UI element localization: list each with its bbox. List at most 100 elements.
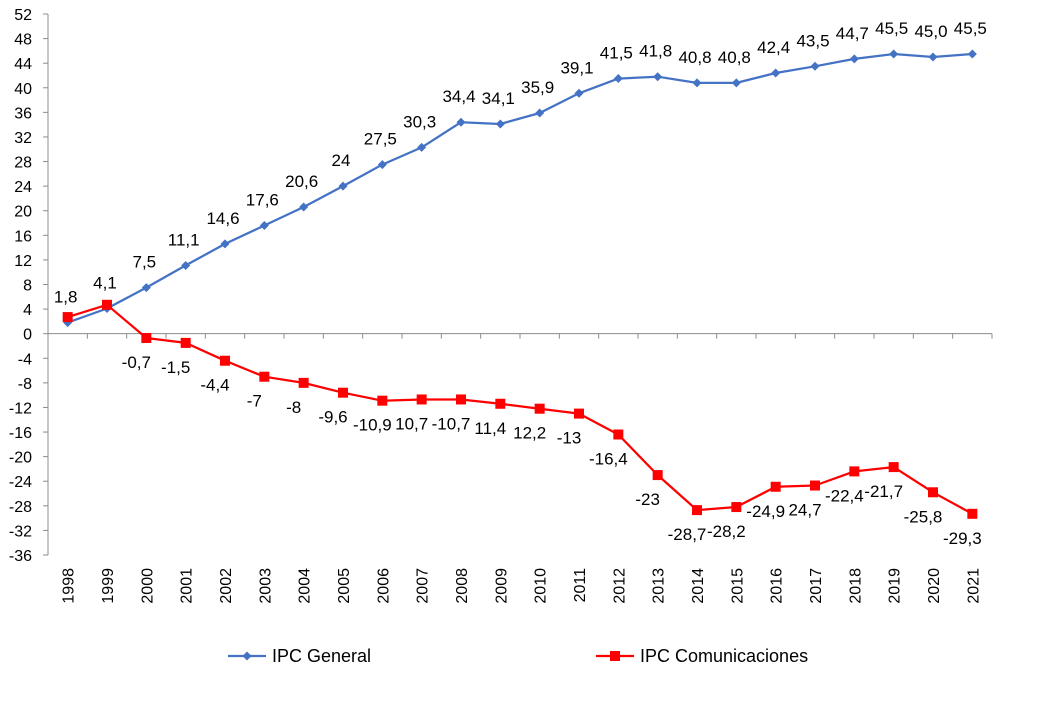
legend-marker	[610, 651, 620, 661]
data-point-marker	[810, 480, 820, 491]
data-label: 34,4	[442, 87, 475, 106]
data-label: -8	[286, 398, 301, 417]
x-tick-label: 2021	[965, 568, 982, 604]
y-tick-label: 4	[23, 302, 32, 319]
data-point-marker	[770, 481, 781, 492]
y-tick-label: 0	[23, 327, 32, 344]
data-point-marker	[849, 466, 860, 477]
data-point-marker	[888, 462, 899, 473]
data-point-marker	[220, 239, 230, 249]
data-label: 40,8	[718, 48, 751, 67]
data-label: 24,7	[788, 501, 821, 520]
legend-marker	[242, 651, 252, 661]
y-tick-label: -20	[9, 450, 32, 467]
y-tick-label: 40	[14, 81, 32, 98]
data-point-marker	[259, 220, 269, 230]
data-label: 45,5	[875, 19, 908, 38]
y-tick-label: 52	[14, 7, 32, 24]
data-point-marker	[141, 283, 151, 293]
data-point-marker	[456, 117, 466, 127]
y-tick-label: -28	[9, 499, 32, 516]
data-point-marker	[62, 312, 73, 323]
data-label: 24	[332, 151, 351, 170]
y-tick-label: 8	[23, 278, 32, 295]
data-point-marker	[574, 88, 584, 98]
data-label: 10,7	[395, 414, 428, 433]
x-tick-label: 2018	[847, 568, 864, 604]
x-tick-label: 2016	[769, 568, 786, 604]
data-point-marker	[495, 119, 505, 129]
data-label: -21,7	[864, 482, 903, 501]
data-label: 45,5	[954, 19, 987, 38]
axes: -36-32-28-24-20-16-12-8-4048121620242832…	[9, 7, 993, 604]
data-label: -16,4	[589, 450, 628, 469]
y-tick-label: 36	[14, 105, 32, 122]
y-tick-label: -16	[9, 425, 32, 442]
data-label: -22,4	[825, 486, 864, 505]
data-point-marker	[692, 78, 702, 88]
data-label: -10,9	[353, 416, 392, 435]
data-point-marker	[338, 387, 348, 398]
x-tick-label: 2001	[179, 568, 196, 604]
y-tick-label: -24	[9, 474, 32, 491]
data-point-marker	[417, 142, 427, 152]
data-label: -29,3	[943, 529, 982, 548]
data-point-marker	[967, 508, 978, 519]
data-point-marker	[967, 49, 977, 59]
data-label: 27,5	[364, 130, 397, 149]
data-point-marker	[495, 398, 506, 409]
data-label: 20,6	[285, 172, 318, 191]
data-label: 12,2	[513, 424, 546, 443]
data-point-marker	[377, 160, 387, 170]
data-point-marker	[102, 299, 112, 310]
data-label: 14,6	[206, 209, 239, 228]
data-label: 7,5	[133, 253, 157, 272]
x-tick-label: 2008	[454, 568, 471, 604]
x-tick-label: 2015	[729, 568, 746, 604]
x-tick-label: 2012	[611, 568, 628, 604]
data-point-marker	[141, 332, 152, 343]
x-tick-label: 2007	[415, 568, 432, 604]
y-tick-label: -36	[9, 548, 32, 565]
data-point-marker	[731, 502, 742, 513]
legend-item-ipc-general: IPC General	[228, 646, 371, 666]
series-line-ipc-general	[67, 52, 973, 324]
data-label: -0,7	[122, 353, 151, 372]
data-label: 17,6	[246, 190, 279, 209]
x-tick-label: 2017	[808, 568, 825, 604]
data-point-marker	[338, 181, 348, 191]
data-label: 30,3	[403, 112, 436, 131]
y-tick-label: 12	[14, 253, 32, 270]
data-point-marker	[652, 470, 663, 481]
data-point-marker	[377, 395, 388, 406]
data-point-marker	[692, 505, 702, 516]
data-label: -28,7	[668, 525, 707, 544]
data-label: 39,1	[560, 58, 593, 77]
data-point-marker	[220, 355, 230, 366]
data-label: -13	[557, 429, 582, 448]
data-label: 4,1	[93, 273, 117, 292]
series-lines	[62, 49, 978, 519]
data-point-marker	[416, 394, 427, 405]
data-point-marker	[889, 49, 899, 59]
legend-label: IPC General	[272, 646, 371, 666]
x-tick-label: 2014	[690, 568, 707, 604]
x-tick-label: 2005	[336, 568, 353, 604]
data-label: 11,4	[474, 419, 506, 438]
data-point-marker	[653, 72, 663, 82]
data-point-marker	[574, 408, 584, 419]
data-point-marker	[298, 377, 309, 388]
series-line-ipc-comunicaciones	[67, 303, 973, 515]
x-tick-label: 1999	[100, 568, 117, 604]
y-tick-label: 20	[14, 204, 32, 221]
y-tick-label: -8	[18, 376, 32, 393]
x-tick-label: 2009	[493, 568, 510, 604]
data-label: -10,7	[432, 414, 471, 433]
data-point-marker	[299, 202, 309, 212]
data-label: -1,5	[161, 358, 190, 377]
data-label: -9,6	[318, 408, 347, 427]
y-tick-label: -12	[9, 400, 32, 417]
data-label: -28,2	[707, 522, 746, 541]
x-tick-label: 2002	[218, 568, 235, 604]
y-tick-label: 32	[14, 130, 32, 147]
